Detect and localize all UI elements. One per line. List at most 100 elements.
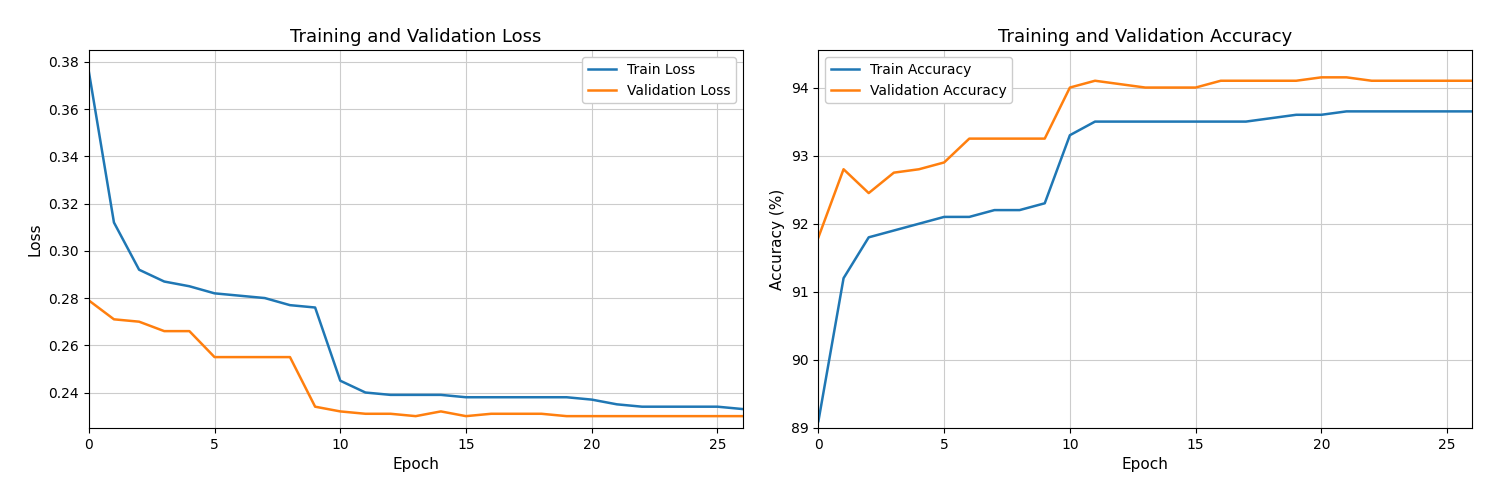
Validation Accuracy [834, 166, 852, 172]
Train Accuracy [1287, 112, 1305, 118]
Validation Loss [256, 354, 274, 360]
Validation Loss [658, 413, 676, 419]
Validation Accuracy [986, 136, 1004, 141]
Validation Loss [406, 413, 424, 419]
Train Loss [684, 404, 702, 409]
Train Loss [482, 394, 500, 400]
Train Loss [458, 394, 476, 400]
Validation Accuracy [859, 190, 877, 196]
Validation Accuracy [1287, 78, 1305, 84]
Line: Validation Accuracy: Validation Accuracy [819, 78, 1472, 237]
Validation Accuracy [1438, 78, 1456, 84]
Validation Accuracy [934, 160, 952, 166]
Train Accuracy [1060, 132, 1078, 138]
Train Loss [80, 68, 98, 74]
Train Loss [306, 304, 324, 310]
Legend: Train Accuracy, Validation Accuracy: Train Accuracy, Validation Accuracy [825, 57, 1013, 103]
Train Accuracy [834, 275, 852, 281]
Train Loss [558, 394, 576, 400]
Validation Accuracy [1338, 74, 1356, 80]
Validation Accuracy [1161, 84, 1179, 90]
Train Accuracy [1312, 112, 1330, 118]
Validation Loss [280, 354, 298, 360]
Y-axis label: Accuracy (%): Accuracy (%) [771, 188, 786, 290]
Validation Accuracy [885, 170, 903, 175]
Train Accuracy [1462, 108, 1480, 114]
Validation Accuracy [1086, 78, 1104, 84]
Train Loss [130, 266, 148, 272]
Validation Loss [357, 411, 375, 417]
Train Loss [432, 392, 450, 398]
Validation Accuracy [1388, 78, 1406, 84]
Train Accuracy [810, 418, 828, 424]
Train Loss [332, 378, 350, 384]
Train Accuracy [1112, 118, 1130, 124]
Train Accuracy [910, 220, 928, 226]
Train Loss [582, 396, 600, 402]
Validation Loss [482, 411, 500, 417]
Train Accuracy [986, 207, 1004, 213]
Train Accuracy [1238, 118, 1256, 124]
Validation Loss [231, 354, 249, 360]
Train Loss [154, 278, 172, 284]
Line: Validation Loss: Validation Loss [88, 300, 742, 416]
Train Accuracy [885, 228, 903, 234]
Validation Loss [684, 413, 702, 419]
Train Accuracy [1137, 118, 1155, 124]
Train Accuracy [1388, 108, 1406, 114]
Line: Train Accuracy: Train Accuracy [819, 112, 1472, 421]
X-axis label: Epoch: Epoch [1122, 457, 1168, 472]
Validation Loss [507, 411, 525, 417]
Validation Accuracy [1137, 84, 1155, 90]
Title: Training and Validation Loss: Training and Validation Loss [290, 28, 542, 46]
Validation Loss [381, 411, 399, 417]
Validation Loss [734, 413, 752, 419]
Validation Accuracy [1060, 84, 1078, 90]
Validation Accuracy [1011, 136, 1029, 141]
Title: Training and Validation Accuracy: Training and Validation Accuracy [998, 28, 1293, 46]
Validation Accuracy [1212, 78, 1230, 84]
Train Loss [231, 292, 249, 298]
Train Loss [633, 404, 651, 409]
Legend: Train Loss, Validation Loss: Train Loss, Validation Loss [582, 57, 735, 103]
Validation Accuracy [810, 234, 828, 240]
Train Accuracy [1086, 118, 1104, 124]
Y-axis label: Loss: Loss [28, 222, 44, 256]
Train Accuracy [1011, 207, 1029, 213]
Validation Loss [80, 298, 98, 304]
X-axis label: Epoch: Epoch [393, 457, 439, 472]
Train Loss [180, 284, 198, 290]
Validation Loss [532, 411, 550, 417]
Validation Loss [608, 413, 625, 419]
Train Loss [280, 302, 298, 308]
Validation Accuracy [960, 136, 978, 141]
Train Accuracy [1338, 108, 1356, 114]
Train Loss [608, 402, 625, 407]
Validation Accuracy [1186, 84, 1204, 90]
Train Loss [256, 295, 274, 301]
Validation Loss [332, 408, 350, 414]
Train Loss [105, 220, 123, 226]
Train Loss [708, 404, 726, 409]
Train Accuracy [1413, 108, 1431, 114]
Validation Loss [558, 413, 576, 419]
Train Accuracy [1262, 115, 1280, 121]
Validation Loss [206, 354, 224, 360]
Validation Accuracy [1362, 78, 1380, 84]
Validation Loss [708, 413, 726, 419]
Validation Accuracy [1262, 78, 1280, 84]
Train Accuracy [1035, 200, 1053, 206]
Train Accuracy [1161, 118, 1179, 124]
Train Loss [734, 406, 752, 412]
Train Loss [658, 404, 676, 409]
Line: Train Loss: Train Loss [88, 72, 742, 409]
Train Accuracy [934, 214, 952, 220]
Train Accuracy [960, 214, 978, 220]
Validation Accuracy [910, 166, 928, 172]
Train Loss [357, 390, 375, 396]
Train Loss [406, 392, 424, 398]
Validation Accuracy [1413, 78, 1431, 84]
Validation Loss [154, 328, 172, 334]
Validation Loss [432, 408, 450, 414]
Validation Accuracy [1312, 74, 1330, 80]
